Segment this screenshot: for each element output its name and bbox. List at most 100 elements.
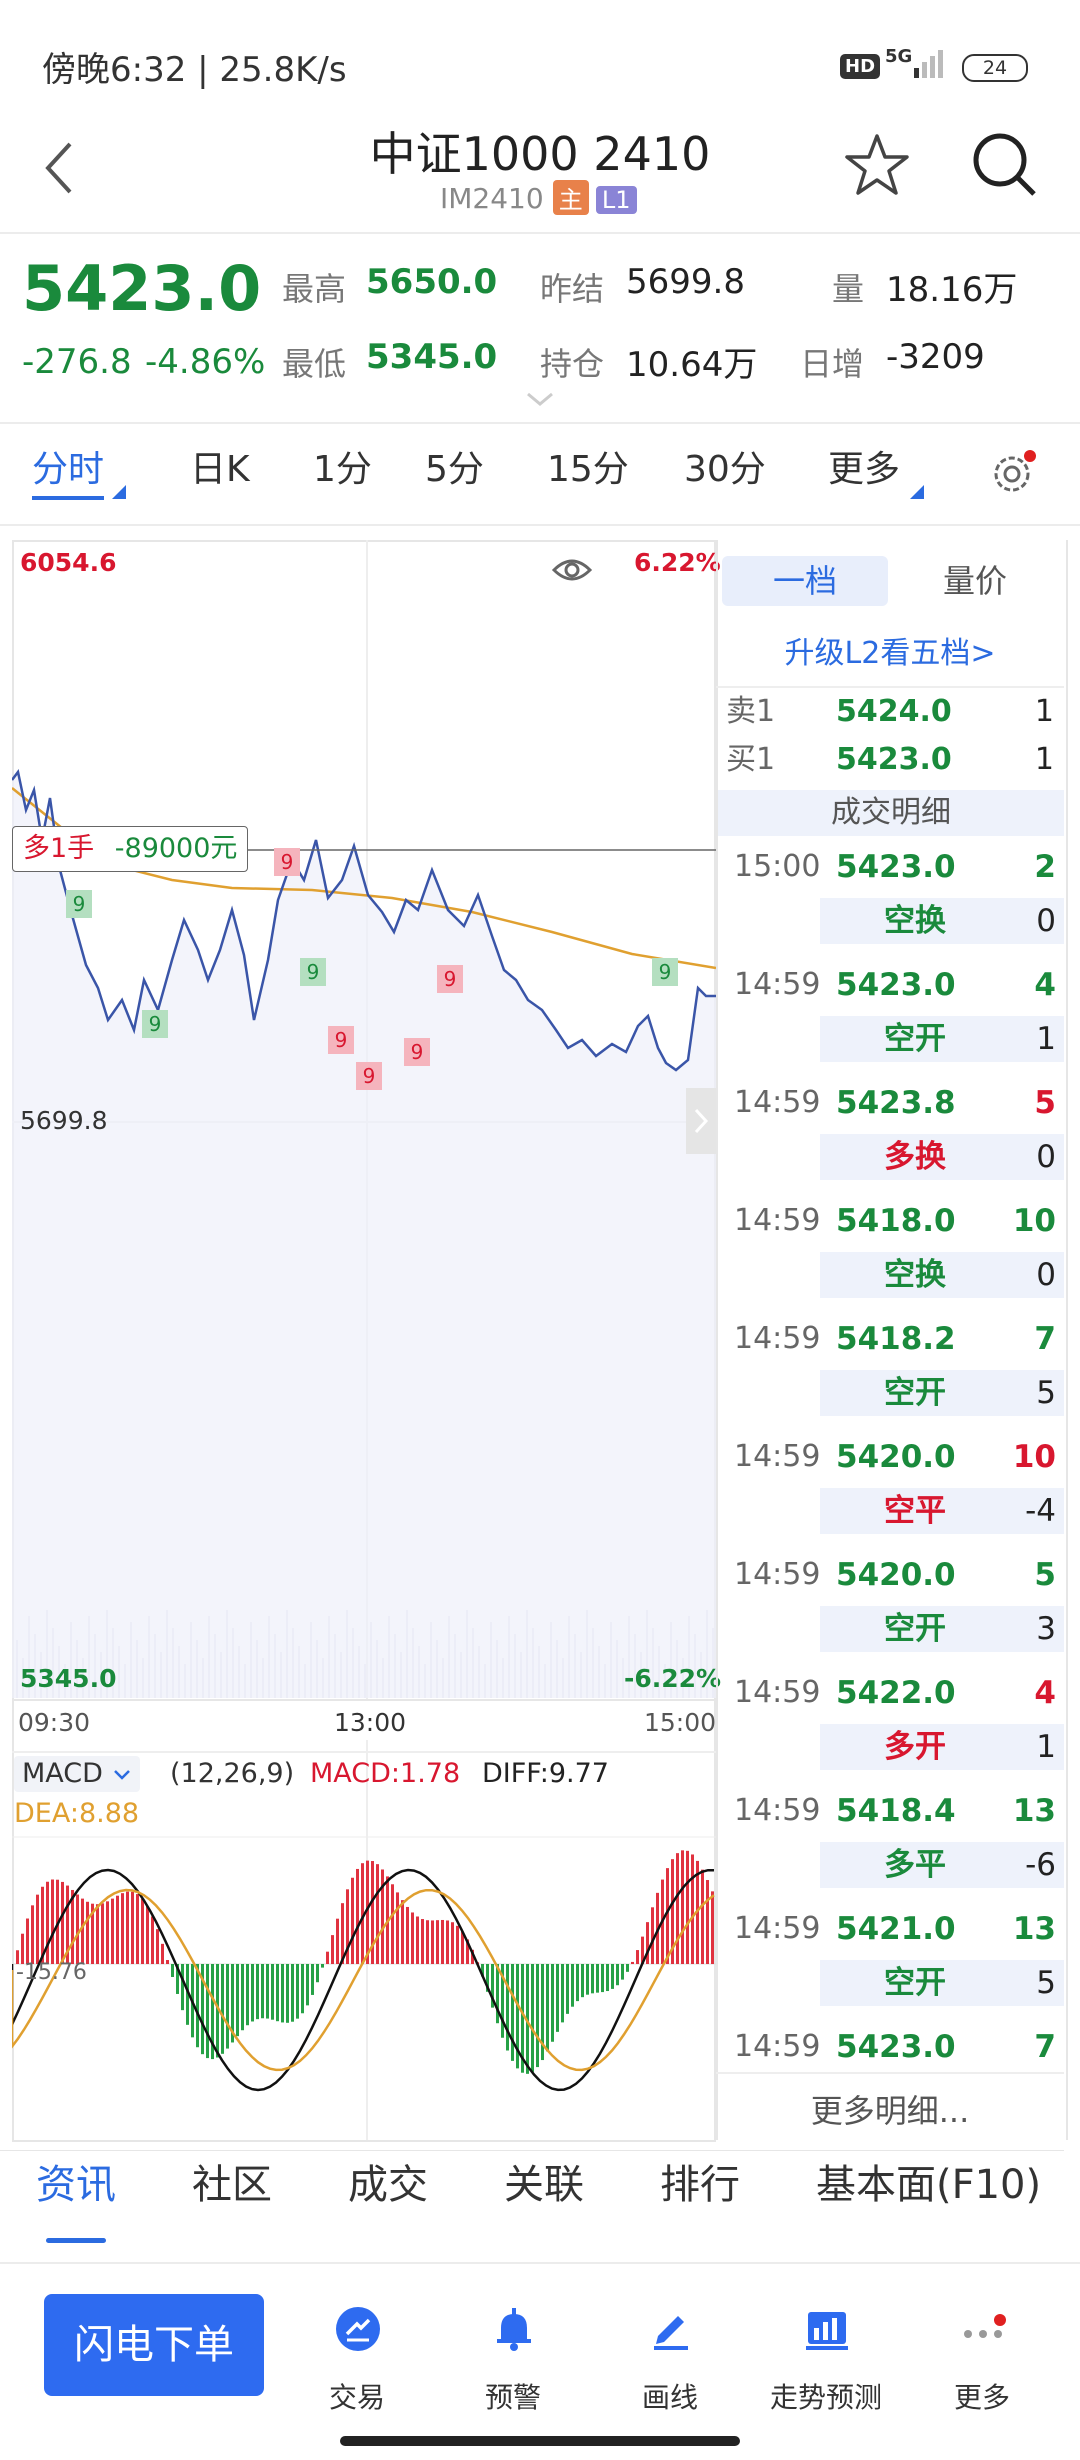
tab-trades[interactable]: 成交 bbox=[348, 2162, 428, 2208]
macd-bar bbox=[711, 1891, 714, 1964]
battery-level: 24 bbox=[982, 57, 1008, 79]
intraday-chart[interactable]: 9999999999 6054.6 6.22% 5699.8 5345.0 -6… bbox=[10, 540, 721, 2150]
macd-bar bbox=[211, 1964, 214, 2060]
trade-time: 14:59 bbox=[734, 1321, 821, 1356]
macd-bar bbox=[706, 1880, 709, 1964]
macd-bar bbox=[96, 1904, 99, 1964]
trade-kind-box: 空换 0 bbox=[820, 1252, 1064, 1298]
macd-bar bbox=[676, 1853, 679, 1964]
nav-forecast[interactable]: 走势预测 bbox=[756, 2296, 896, 2426]
sell-signal-marker: 9 bbox=[437, 965, 463, 993]
trade-time: 14:59 bbox=[734, 1085, 821, 1120]
macd-bar bbox=[316, 1964, 319, 1983]
macd-indicator-select[interactable]: MACD bbox=[14, 1756, 140, 1792]
dea-value: DEA:8.88 bbox=[14, 1798, 140, 1829]
daily-inc-value: -3209 bbox=[886, 337, 985, 377]
macd-bar bbox=[266, 1964, 269, 2019]
marker-label: 9 bbox=[73, 892, 86, 916]
nav-forecast-label: 走势预测 bbox=[769, 2381, 882, 2414]
upgrade-l2-link[interactable]: 升级L2看五档> bbox=[784, 636, 996, 671]
macd-bar bbox=[416, 1916, 419, 1964]
macd-bar bbox=[226, 1964, 229, 2049]
nav-draw[interactable]: 画线 bbox=[600, 2296, 740, 2426]
trade-kind-box: 多开 1 bbox=[820, 1724, 1064, 1770]
ask-qty: 1 bbox=[1034, 694, 1054, 729]
star-icon[interactable] bbox=[842, 130, 912, 204]
tab-daily[interactable]: 日K bbox=[190, 449, 250, 490]
tab-intraday[interactable]: 分时 bbox=[32, 449, 105, 490]
macd-bar bbox=[391, 1884, 394, 1964]
battery-icon: 24 bbox=[962, 54, 1028, 82]
macd-bar bbox=[561, 1964, 564, 2023]
expand-chevron-icon[interactable] bbox=[526, 392, 554, 412]
macd-bar bbox=[121, 1893, 124, 1964]
trade-kind-box: 多平 -6 bbox=[820, 1842, 1064, 1888]
macd-bar bbox=[691, 1854, 694, 1964]
badge-main: 主 bbox=[552, 180, 589, 215]
trade-volume: 7 bbox=[1034, 1321, 1056, 1357]
hd-badge: HD bbox=[840, 54, 881, 79]
tab-community[interactable]: 社区 bbox=[192, 2162, 272, 2208]
tab-related[interactable]: 关联 bbox=[504, 2162, 584, 2208]
trade-kind-box: 空开 3 bbox=[820, 1606, 1064, 1652]
macd-bar bbox=[141, 1898, 144, 1964]
nav-trade[interactable]: 交易 bbox=[287, 2296, 427, 2426]
macd-bar bbox=[71, 1889, 74, 1964]
eye-icon[interactable] bbox=[551, 559, 593, 581]
trade-row: 14:59 5421.0 13 空开 5 bbox=[716, 1904, 1064, 2022]
macd-bar bbox=[166, 1960, 169, 1964]
trade-kind-box: 空开 5 bbox=[820, 1370, 1064, 1416]
nav-alert[interactable]: 预警 bbox=[443, 2296, 583, 2426]
macd-bar bbox=[591, 1964, 594, 1994]
orderbook-tab-level1[interactable]: 一档 bbox=[722, 556, 888, 606]
open-interest-label: 持仓 bbox=[540, 345, 605, 383]
position-side: 多1手 bbox=[23, 833, 95, 864]
tab-news[interactable]: 资讯 bbox=[36, 2162, 116, 2208]
tab-more[interactable]: 更多 bbox=[828, 449, 901, 490]
macd-indicator-label: MACD bbox=[22, 1758, 103, 1789]
position-tag[interactable]: 多1手 -89000元 bbox=[12, 826, 249, 872]
chart-scroll-handle[interactable] bbox=[686, 1088, 716, 1154]
nav-more[interactable]: 更多 bbox=[912, 2296, 1052, 2426]
tab-fundamentals[interactable]: 基本面(F10) bbox=[816, 2162, 1042, 2208]
tab-5min[interactable]: 5分 bbox=[425, 449, 484, 490]
macd-bar bbox=[336, 1918, 339, 1964]
tab-15min[interactable]: 15分 bbox=[547, 449, 629, 490]
trade-kind-box: 多换 0 bbox=[820, 1134, 1064, 1180]
bell-icon bbox=[497, 2308, 531, 2351]
macd-bar bbox=[586, 1964, 589, 1995]
trade-volume: 13 bbox=[1012, 1911, 1056, 1947]
macd-bar bbox=[106, 1901, 109, 1964]
flash-order-button[interactable]: 闪电下单 bbox=[44, 2294, 264, 2396]
macd-bar bbox=[351, 1877, 354, 1964]
trade-row: 15:00 5423.0 2 空换 0 bbox=[716, 842, 1064, 960]
quote-panel: 5423.0 -276.8 -4.86% 最高 5650.0 最低 5345.0… bbox=[0, 234, 1080, 420]
bid-row: 买1 5423.0 1 bbox=[716, 736, 1064, 784]
macd-bar bbox=[501, 1964, 504, 2038]
orderbook-tab-volume-price[interactable]: 量价 bbox=[900, 556, 1050, 606]
tab-intraday-underline bbox=[32, 496, 104, 500]
search-icon[interactable] bbox=[970, 130, 1040, 204]
settings-gear-icon[interactable] bbox=[988, 448, 1038, 502]
macd-bar bbox=[371, 1861, 374, 1964]
trade-price: 5420.0 bbox=[836, 1557, 956, 1593]
macd-bar bbox=[296, 1964, 299, 2019]
trade-volume: 5 bbox=[1034, 1085, 1056, 1121]
tab-1min[interactable]: 1分 bbox=[313, 449, 372, 490]
position-pnl: -89000元 bbox=[114, 833, 238, 864]
macd-bar bbox=[491, 1964, 494, 2008]
trade-row: 14:59 5422.0 4 多开 1 bbox=[716, 1668, 1064, 1786]
back-icon[interactable] bbox=[40, 138, 80, 202]
more-trades-link[interactable]: 更多明细... bbox=[810, 2092, 970, 2130]
price-change-pct: -4.86% bbox=[145, 342, 266, 382]
network-label: 5G bbox=[885, 46, 913, 67]
tab-30min[interactable]: 30分 bbox=[684, 449, 766, 490]
macd-bar bbox=[181, 1964, 184, 2011]
trade-volume: 13 bbox=[1012, 1793, 1056, 1829]
tab-ranking[interactable]: 排行 bbox=[660, 2162, 740, 2208]
trade-volume: 10 bbox=[1012, 1439, 1056, 1475]
home-indicator bbox=[340, 2436, 740, 2446]
ob-divider-2 bbox=[716, 2072, 1064, 2074]
macd-bar bbox=[256, 1964, 259, 2020]
trade-kind: 空换 bbox=[884, 903, 946, 939]
